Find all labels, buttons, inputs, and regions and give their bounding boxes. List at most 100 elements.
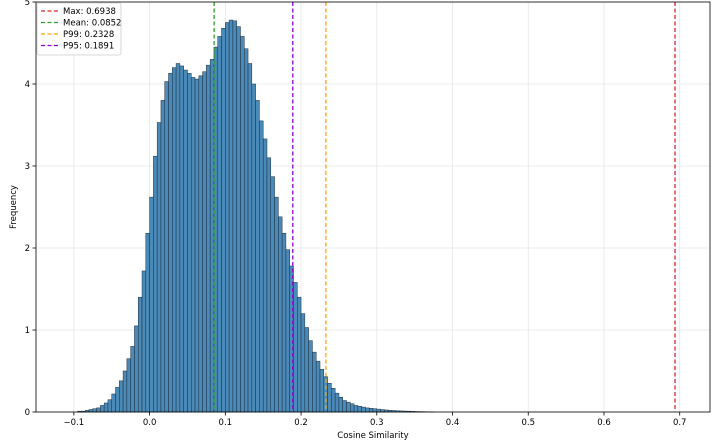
x-tick-label: 0.5 bbox=[521, 418, 535, 428]
histogram-bar bbox=[361, 406, 366, 413]
histogram-bar bbox=[126, 358, 131, 413]
x-tick-label: −0.1 bbox=[64, 418, 85, 428]
histogram-bar bbox=[244, 48, 249, 413]
histogram-bar bbox=[259, 120, 264, 413]
histogram-bar bbox=[376, 408, 381, 413]
histogram-bar bbox=[175, 63, 181, 413]
histogram-bar bbox=[134, 325, 139, 413]
histogram-bar bbox=[190, 77, 196, 413]
histogram-bar bbox=[187, 73, 192, 413]
legend-entry: P99: 0.2328 bbox=[63, 30, 114, 40]
y-tick-label: 3 bbox=[25, 162, 30, 172]
histogram-bar bbox=[278, 216, 283, 413]
x-tick-label: 0.7 bbox=[673, 418, 687, 428]
legend-entry: Mean: 0.0852 bbox=[63, 19, 121, 29]
legend-entry: P95: 0.1891 bbox=[63, 42, 114, 52]
x-axis-label: Cosine Similarity bbox=[337, 431, 408, 441]
histogram-bar bbox=[160, 100, 165, 413]
x-tick-label: 0.1 bbox=[219, 418, 233, 428]
histogram-bar bbox=[315, 360, 321, 413]
x-tick-label: 0.4 bbox=[446, 418, 460, 428]
histogram-bar bbox=[350, 403, 355, 413]
histogram-bar bbox=[198, 75, 203, 413]
histogram-bar bbox=[312, 351, 317, 413]
y-tick-label: 1 bbox=[25, 326, 30, 336]
histogram-bar bbox=[164, 81, 169, 413]
histogram-bar bbox=[194, 78, 200, 413]
histogram-bar bbox=[247, 63, 253, 413]
reference-lines bbox=[213, 2, 676, 412]
histogram-bar bbox=[365, 407, 370, 413]
histogram-bar bbox=[338, 396, 343, 413]
histogram-bar bbox=[149, 196, 154, 413]
histogram-bar bbox=[221, 27, 226, 413]
histogram-bar bbox=[304, 327, 309, 413]
histogram-bar bbox=[130, 346, 135, 413]
histogram-bar bbox=[122, 370, 128, 413]
x-tick-label: 0.3 bbox=[370, 418, 384, 428]
histogram-bar bbox=[232, 20, 237, 413]
x-tick-label: 0.2 bbox=[294, 418, 308, 428]
histogram-bar bbox=[331, 387, 336, 413]
x-tick-label: 0.0 bbox=[143, 418, 157, 428]
histogram-bar bbox=[327, 383, 332, 413]
histogram-bar bbox=[270, 176, 275, 413]
y-tick-label: 4 bbox=[25, 80, 30, 90]
histogram-bar bbox=[262, 138, 268, 413]
y-tick-label: 5 bbox=[25, 0, 30, 8]
histogram-bar bbox=[346, 401, 351, 413]
x-tick-label: 0.6 bbox=[597, 418, 611, 428]
histogram-bar bbox=[255, 100, 260, 413]
histogram-bar bbox=[92, 408, 97, 413]
histogram-bar bbox=[368, 408, 374, 413]
histogram-bar bbox=[319, 369, 325, 413]
histogram-bar bbox=[183, 69, 188, 413]
histogram-bar bbox=[285, 249, 290, 413]
histogram-bar bbox=[168, 73, 173, 413]
x-axis-ticks: −0.1 0.0 0.1 0.2 0.3 0.4 0.5 0.6 0.7 bbox=[64, 412, 687, 428]
histogram-bar bbox=[293, 282, 298, 413]
histogram-bar bbox=[297, 296, 302, 413]
histogram-bar bbox=[342, 400, 347, 413]
histogram-bar bbox=[228, 19, 234, 413]
histogram-bar bbox=[289, 265, 294, 413]
histogram-bar bbox=[206, 64, 211, 413]
histogram-bar bbox=[225, 22, 230, 413]
histogram-bar bbox=[100, 405, 105, 413]
histogram-bar bbox=[209, 59, 215, 413]
histogram-bar bbox=[266, 157, 272, 413]
histogram-bar bbox=[111, 393, 116, 413]
histogram-bar bbox=[308, 340, 313, 413]
histogram-bar bbox=[334, 392, 340, 413]
histogram-bar bbox=[119, 380, 124, 413]
histogram-bar bbox=[372, 408, 378, 413]
histogram-bar bbox=[217, 36, 222, 413]
histogram-bar bbox=[300, 313, 306, 413]
histogram-bar bbox=[274, 196, 279, 413]
histogram-bar bbox=[96, 407, 101, 413]
histogram-bar bbox=[251, 83, 256, 413]
y-axis-label: Frequency bbox=[9, 185, 19, 229]
histogram-bar bbox=[115, 387, 120, 413]
histogram-bar bbox=[137, 296, 143, 413]
histogram-bar bbox=[236, 26, 241, 413]
legend-box bbox=[36, 2, 122, 56]
legend-entry: Max: 0.6938 bbox=[63, 7, 116, 17]
histogram-bar bbox=[353, 405, 359, 413]
histogram-bar bbox=[281, 232, 287, 413]
histogram-bar bbox=[141, 270, 147, 413]
histogram-bar bbox=[172, 67, 177, 413]
histogram-bar bbox=[179, 65, 184, 413]
histogram-bar bbox=[357, 406, 362, 413]
plot-frame bbox=[35, 1, 711, 413]
histogram-bar bbox=[107, 399, 112, 413]
y-axis-ticks: 0 1 2 3 4 5 bbox=[25, 0, 36, 418]
histogram-bar bbox=[103, 402, 109, 413]
histogram-bar bbox=[202, 71, 207, 413]
histogram-bars bbox=[77, 19, 434, 413]
histogram-bar bbox=[153, 155, 158, 413]
y-tick-label: 2 bbox=[25, 244, 30, 254]
